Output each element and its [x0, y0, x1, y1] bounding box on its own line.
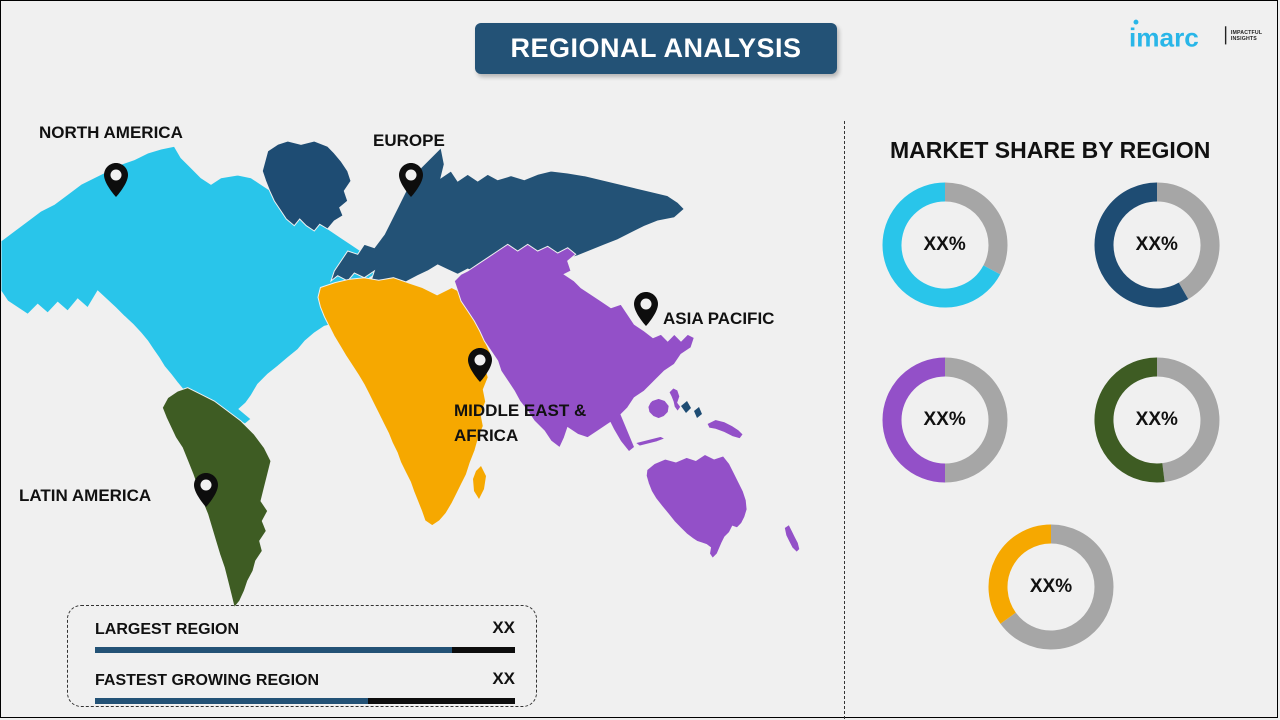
- svg-text:imarc: imarc: [1129, 23, 1199, 51]
- svg-text:INSIGHTS: INSIGHTS: [1231, 36, 1257, 42]
- svg-text:IMPACTFUL: IMPACTFUL: [1231, 30, 1263, 36]
